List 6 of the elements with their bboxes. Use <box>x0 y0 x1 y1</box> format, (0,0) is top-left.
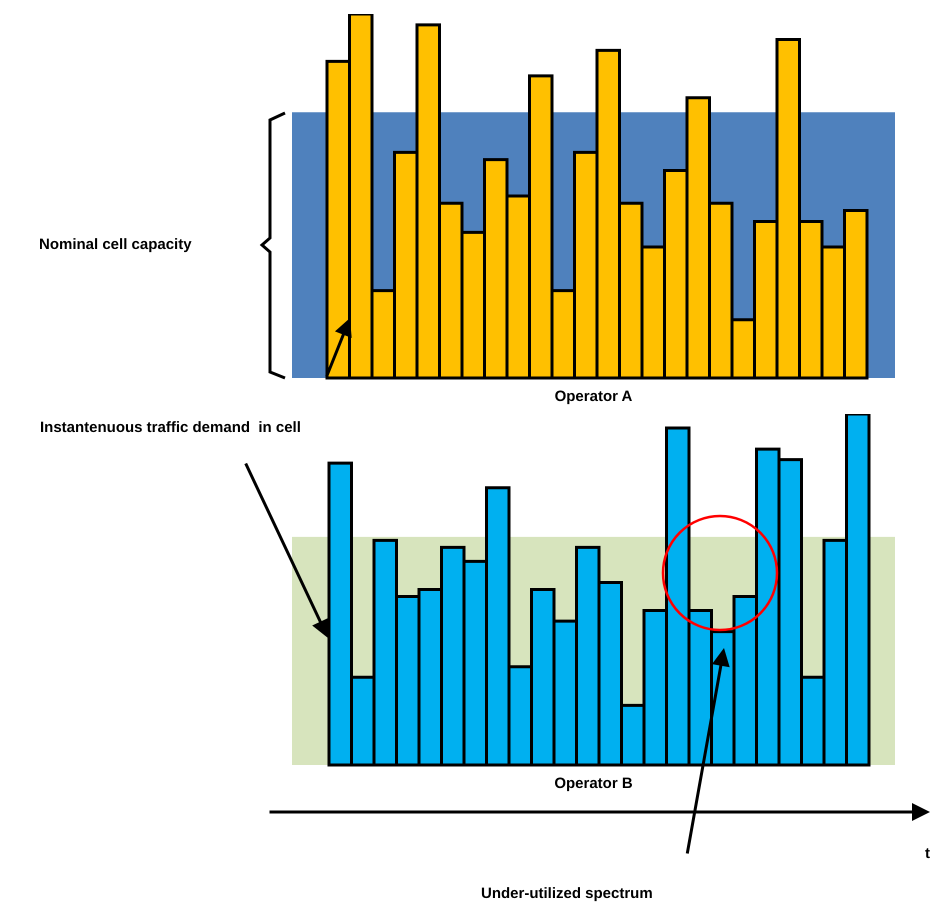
text: Under-utilized spectrum <box>481 885 653 902</box>
text: Instantenuous traffic demand in cell <box>40 419 301 436</box>
text: t <box>925 845 930 862</box>
x-axis-title: Operator B <box>554 775 633 792</box>
text: Nominal cell capacity <box>39 236 192 253</box>
x-axis-title: Operator A <box>554 388 633 405</box>
